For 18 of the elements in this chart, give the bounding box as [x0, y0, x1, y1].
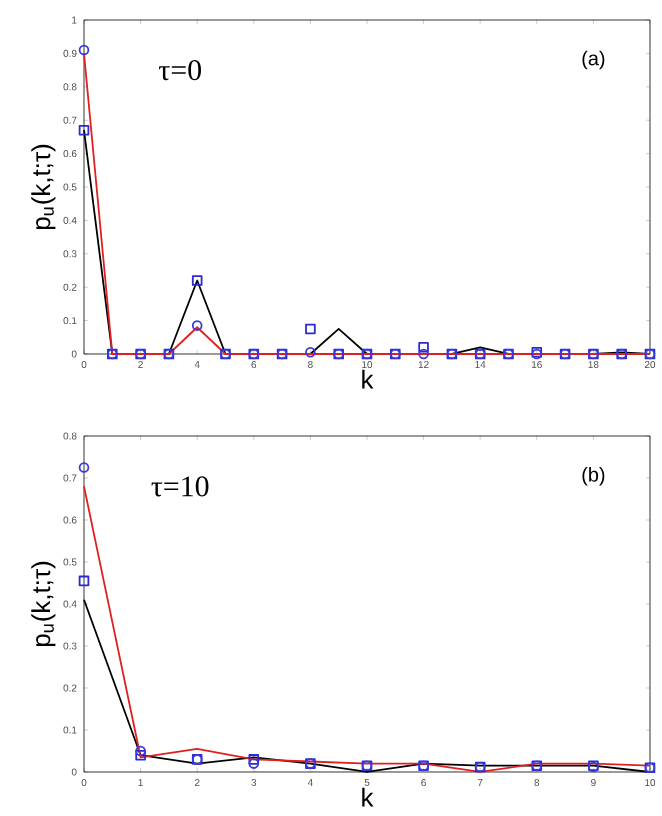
point [78, 124, 90, 136]
point [78, 575, 90, 587]
point [418, 348, 429, 360]
annotation: (b) [582, 467, 605, 486]
point [191, 275, 203, 286]
point [78, 462, 90, 473]
point [305, 323, 316, 335]
annotation: τ=0 [158, 60, 201, 81]
point [305, 347, 316, 358]
y-axis-title: p$_{u}$(k,t;τ) [31, 144, 56, 230]
x-axis-title: k [362, 369, 374, 389]
annotation: τ=10 [151, 476, 209, 497]
x-axis-title: k [362, 787, 374, 807]
y-axis-title: p$_{u}$(k,t;τ) [31, 561, 56, 647]
annotation: (a) [582, 50, 605, 70]
point [191, 320, 203, 331]
point [78, 44, 90, 56]
point [418, 342, 429, 353]
